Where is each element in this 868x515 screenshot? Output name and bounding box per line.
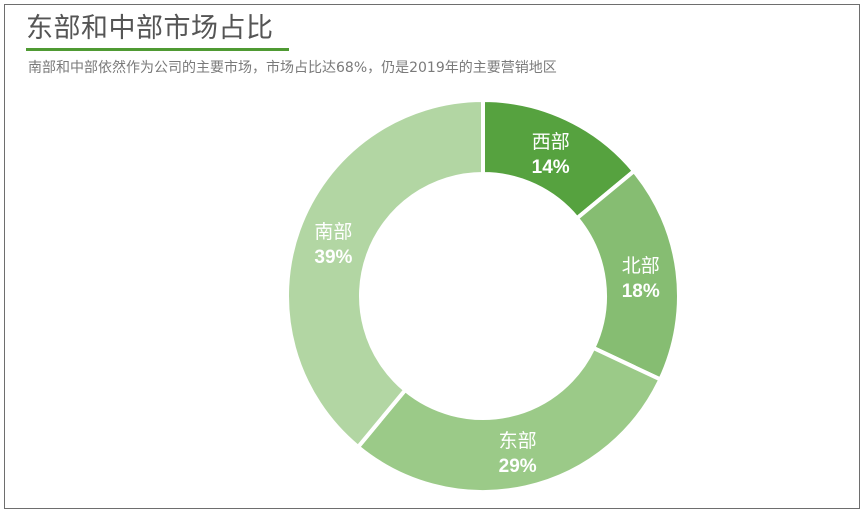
slice-percent-label: 18% bbox=[622, 281, 660, 302]
donut-slice-3 bbox=[285, 97, 485, 450]
donut-slice-1 bbox=[574, 168, 681, 383]
slice-percent-label: 14% bbox=[532, 157, 570, 178]
slice-percent-label: 39% bbox=[314, 247, 352, 268]
chart-title: 东部和中部市场占比 bbox=[26, 13, 274, 44]
title-underline bbox=[26, 48, 289, 51]
slice-name-label: 南部 bbox=[314, 221, 352, 243]
slice-name-label: 北部 bbox=[622, 255, 660, 277]
chart-subtitle: 南部和中部依然作为公司的主要市场，市场占比达68%，仍是2019年的主要营销地区 bbox=[28, 60, 557, 76]
slice-name-label: 西部 bbox=[532, 131, 570, 153]
slice-percent-label: 29% bbox=[499, 456, 537, 477]
slice-name-label: 东部 bbox=[499, 430, 537, 452]
donut-slice-2 bbox=[355, 345, 664, 494]
